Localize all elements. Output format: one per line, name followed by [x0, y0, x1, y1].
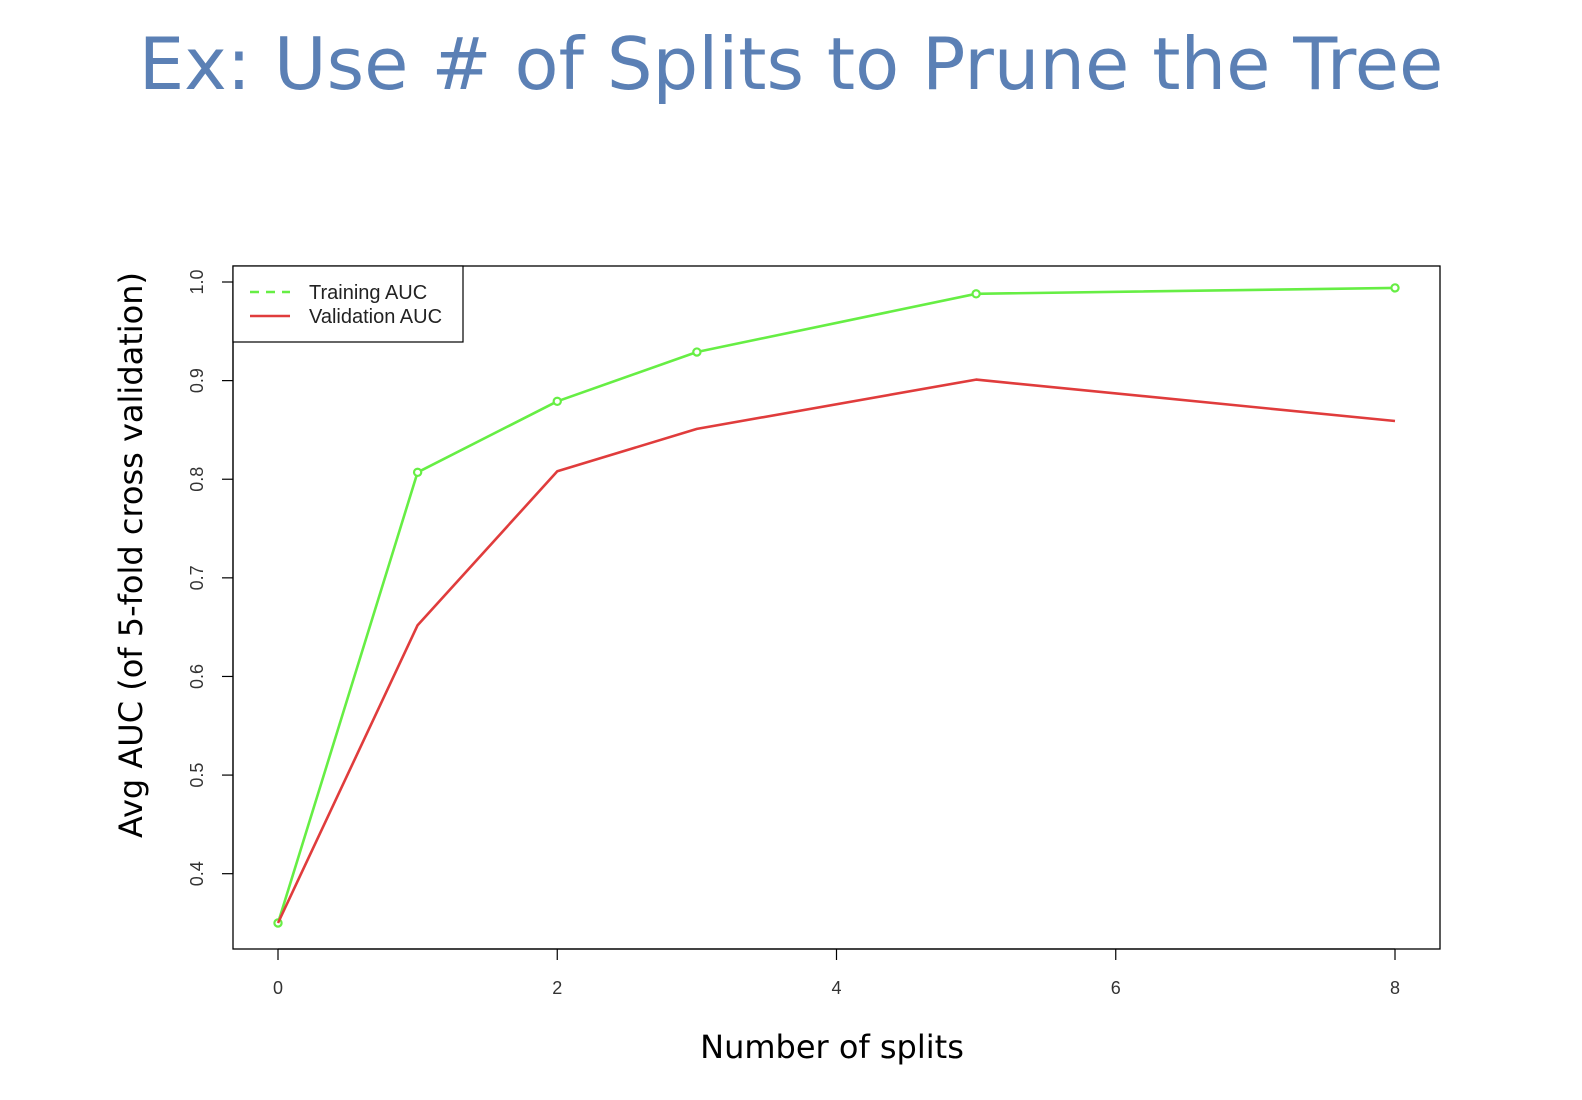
x-tick-label: 0	[273, 978, 283, 998]
training-point	[692, 347, 702, 357]
y-tick-label: 0.4	[187, 861, 207, 886]
y-tick-label: 0.5	[187, 763, 207, 788]
x-axis-label: Number of splits	[700, 1028, 964, 1066]
legend: Training AUC Validation AUC	[232, 265, 464, 343]
series-layer	[273, 283, 1400, 928]
slide-title: Ex: Use # of Splits to Prune the Tree	[138, 22, 1444, 106]
series-line-validation	[276, 378, 1396, 924]
y-axis: 0.4 0.5 0.6 0.7 0.8 0.9 1.0	[187, 269, 234, 886]
y-tick-label: 0.8	[187, 467, 207, 492]
training-point	[552, 396, 562, 407]
legend-label-validation: Validation AUC	[309, 306, 442, 328]
x-tick-label: 8	[1390, 978, 1400, 998]
legend-box	[232, 265, 464, 343]
y-tick-label: 0.7	[187, 565, 207, 590]
y-tick-label: 0.6	[187, 664, 207, 689]
x-tick-label: 2	[552, 978, 562, 998]
training-point	[412, 467, 423, 478]
legend-label-training: Training AUC	[309, 282, 427, 304]
y-axis-label: Avg AUC (of 5-fold cross validation)	[112, 272, 150, 838]
series-line-training	[276, 286, 1396, 924]
x-axis: 0 2 4 6 8	[273, 948, 1400, 998]
training-point	[971, 289, 981, 299]
y-tick-label: 0.9	[187, 368, 207, 393]
x-tick-label: 6	[1111, 978, 1121, 998]
x-tick-label: 4	[831, 978, 841, 998]
training-point	[1390, 283, 1400, 293]
plot-frame	[232, 265, 1441, 950]
y-tick-label: 1.0	[187, 269, 207, 294]
